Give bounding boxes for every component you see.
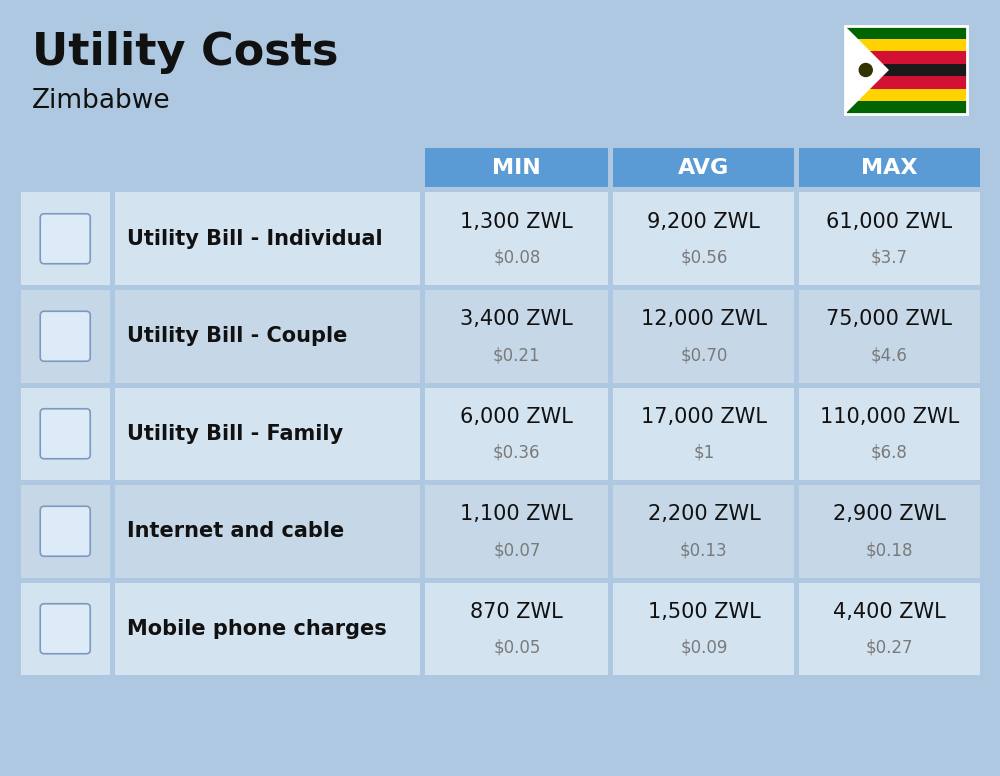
FancyBboxPatch shape xyxy=(40,213,90,264)
Text: AVG: AVG xyxy=(678,158,730,178)
Text: Mobile phone charges: Mobile phone charges xyxy=(127,618,387,639)
Bar xyxy=(425,583,608,675)
Bar xyxy=(20,583,110,675)
Text: $0.13: $0.13 xyxy=(680,541,728,559)
Bar xyxy=(115,583,420,675)
Text: 4,400 ZWL: 4,400 ZWL xyxy=(833,601,946,622)
Text: $0.36: $0.36 xyxy=(493,444,541,462)
Text: 2,200 ZWL: 2,200 ZWL xyxy=(648,504,760,525)
Bar xyxy=(799,485,980,577)
Bar xyxy=(799,192,980,285)
Bar xyxy=(115,387,420,480)
Text: $0.70: $0.70 xyxy=(680,346,728,364)
Bar xyxy=(613,290,794,383)
Text: MAX: MAX xyxy=(861,158,918,178)
Text: 6,000 ZWL: 6,000 ZWL xyxy=(460,407,573,427)
Bar xyxy=(845,26,967,39)
Text: 17,000 ZWL: 17,000 ZWL xyxy=(641,407,767,427)
Text: $4.6: $4.6 xyxy=(871,346,908,364)
Bar xyxy=(845,39,967,51)
Text: $1: $1 xyxy=(693,444,715,462)
Bar xyxy=(799,290,980,383)
Bar xyxy=(115,290,420,383)
Circle shape xyxy=(859,64,872,77)
Text: $0.18: $0.18 xyxy=(866,541,913,559)
Text: 75,000 ZWL: 75,000 ZWL xyxy=(826,310,952,329)
Bar xyxy=(613,192,794,285)
Text: $0.08: $0.08 xyxy=(493,249,541,267)
Text: Utility Bill - Couple: Utility Bill - Couple xyxy=(127,326,347,346)
Bar xyxy=(613,583,794,675)
Text: 61,000 ZWL: 61,000 ZWL xyxy=(826,212,953,232)
Text: 1,500 ZWL: 1,500 ZWL xyxy=(648,601,760,622)
Bar xyxy=(799,148,980,188)
Bar xyxy=(799,583,980,675)
Text: Utility Bill - Family: Utility Bill - Family xyxy=(127,424,343,444)
Text: 1,300 ZWL: 1,300 ZWL xyxy=(460,212,573,232)
Text: Utility Costs: Utility Costs xyxy=(32,31,338,74)
Bar xyxy=(20,192,110,285)
Bar xyxy=(425,290,608,383)
Text: Zimbabwe: Zimbabwe xyxy=(32,88,171,114)
Text: 110,000 ZWL: 110,000 ZWL xyxy=(820,407,959,427)
Text: MIN: MIN xyxy=(492,158,541,178)
Bar xyxy=(845,89,967,102)
Bar xyxy=(613,148,794,188)
Text: $0.09: $0.09 xyxy=(680,639,728,656)
Bar xyxy=(613,387,794,480)
Bar xyxy=(799,387,980,480)
Bar xyxy=(20,485,110,577)
Text: 870 ZWL: 870 ZWL xyxy=(470,601,563,622)
Text: $0.07: $0.07 xyxy=(493,541,541,559)
Text: $0.05: $0.05 xyxy=(493,639,541,656)
Text: Utility Bill - Individual: Utility Bill - Individual xyxy=(127,229,383,249)
Bar xyxy=(425,485,608,577)
Bar xyxy=(425,148,608,188)
Bar xyxy=(20,290,110,383)
Text: $0.21: $0.21 xyxy=(493,346,541,364)
Text: $0.56: $0.56 xyxy=(680,249,728,267)
Text: Internet and cable: Internet and cable xyxy=(127,521,344,541)
Bar xyxy=(115,148,420,188)
FancyBboxPatch shape xyxy=(40,604,90,653)
Bar xyxy=(115,485,420,577)
Bar xyxy=(425,192,608,285)
Bar xyxy=(845,102,967,114)
Bar xyxy=(613,485,794,577)
Text: $6.8: $6.8 xyxy=(871,444,908,462)
Bar xyxy=(20,387,110,480)
Bar xyxy=(115,192,420,285)
Bar xyxy=(425,387,608,480)
Bar xyxy=(845,51,967,64)
Text: 3,400 ZWL: 3,400 ZWL xyxy=(460,310,573,329)
FancyBboxPatch shape xyxy=(40,311,90,362)
Text: $3.7: $3.7 xyxy=(871,249,908,267)
Bar xyxy=(845,26,967,114)
Bar xyxy=(845,76,967,89)
Text: $0.27: $0.27 xyxy=(866,639,913,656)
Bar xyxy=(845,64,967,76)
Text: 12,000 ZWL: 12,000 ZWL xyxy=(641,310,767,329)
Polygon shape xyxy=(845,26,889,114)
Text: 9,200 ZWL: 9,200 ZWL xyxy=(647,212,760,232)
FancyBboxPatch shape xyxy=(40,409,90,459)
FancyBboxPatch shape xyxy=(40,506,90,556)
Bar xyxy=(20,148,110,188)
Text: 1,100 ZWL: 1,100 ZWL xyxy=(460,504,573,525)
Text: 2,900 ZWL: 2,900 ZWL xyxy=(833,504,946,525)
